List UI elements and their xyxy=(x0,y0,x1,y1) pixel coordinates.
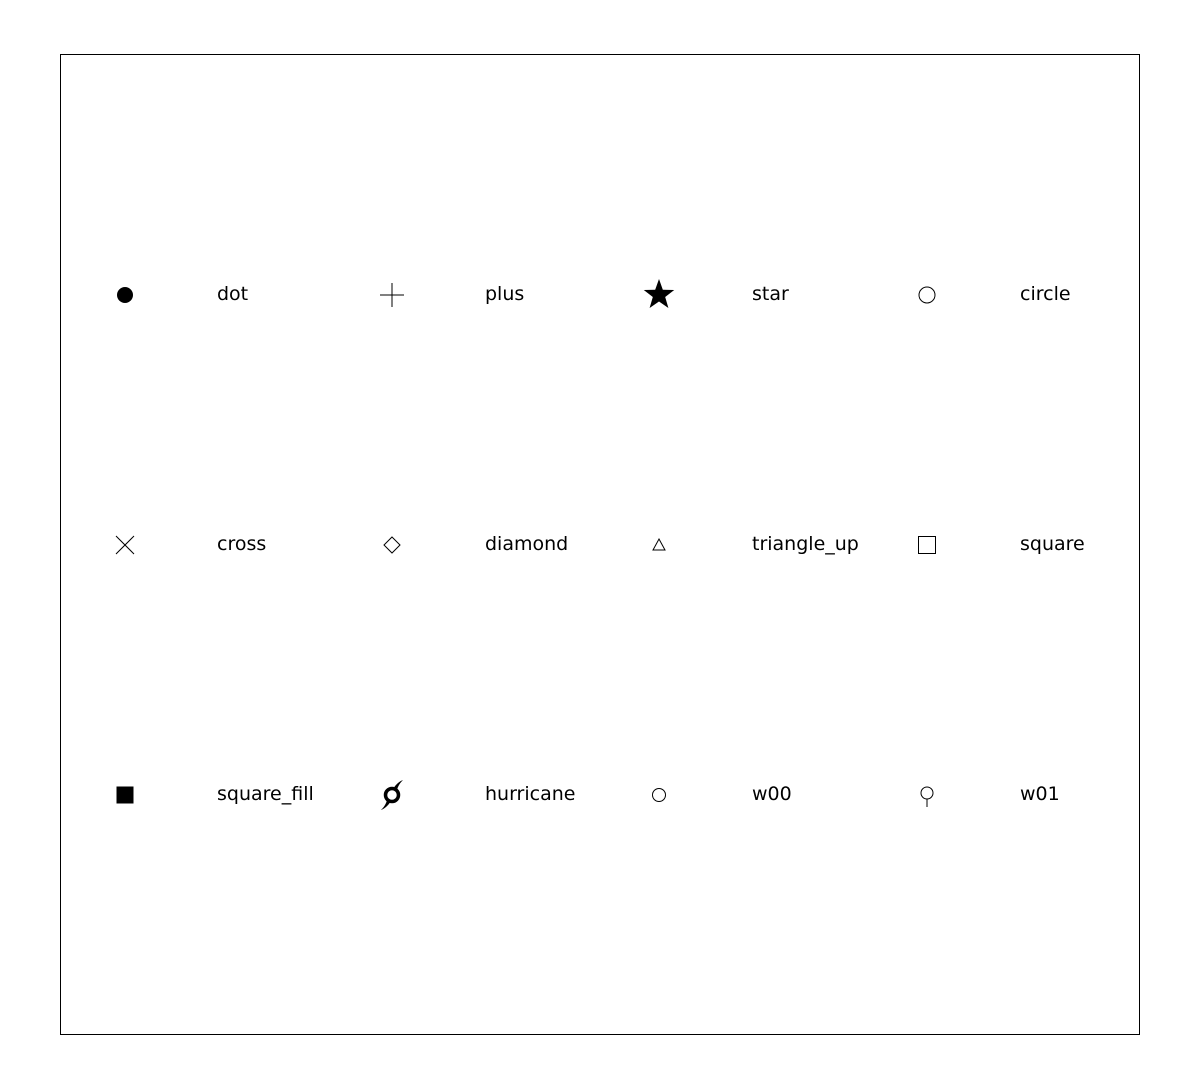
dot-icon xyxy=(117,287,133,303)
diamond-icon xyxy=(383,536,401,554)
w00-icon xyxy=(652,788,666,802)
marker-label-square-fill: square_fill xyxy=(217,783,314,805)
marker-label-star: star xyxy=(752,283,789,305)
marker-label-w00: w00 xyxy=(752,783,792,805)
marker-label-hurricane: hurricane xyxy=(485,783,575,805)
marker-label-square: square xyxy=(1020,533,1085,555)
triangle-up-icon xyxy=(652,537,666,551)
plot-border xyxy=(60,54,1140,1035)
marker-label-triangle-up: triangle_up xyxy=(752,533,859,555)
marker-label-plus: plus xyxy=(485,283,524,305)
star-icon xyxy=(643,279,675,308)
marker-label-w01: w01 xyxy=(1020,783,1060,805)
w01-icon xyxy=(920,786,934,807)
marker-label-diamond: diamond xyxy=(485,533,568,555)
marker-label-cross: cross xyxy=(217,533,266,555)
square-icon xyxy=(918,536,936,554)
markers-layer: dot plus star circle cross diamond triangle_up… xyxy=(115,279,1085,810)
marker-label-dot: dot xyxy=(217,283,248,305)
circle-icon xyxy=(918,286,936,304)
marker-label-circle: circle xyxy=(1020,283,1071,305)
square-fill-icon xyxy=(116,786,134,804)
plus-icon xyxy=(380,283,404,307)
hurricane-icon xyxy=(381,780,403,810)
cross-icon xyxy=(115,535,135,555)
